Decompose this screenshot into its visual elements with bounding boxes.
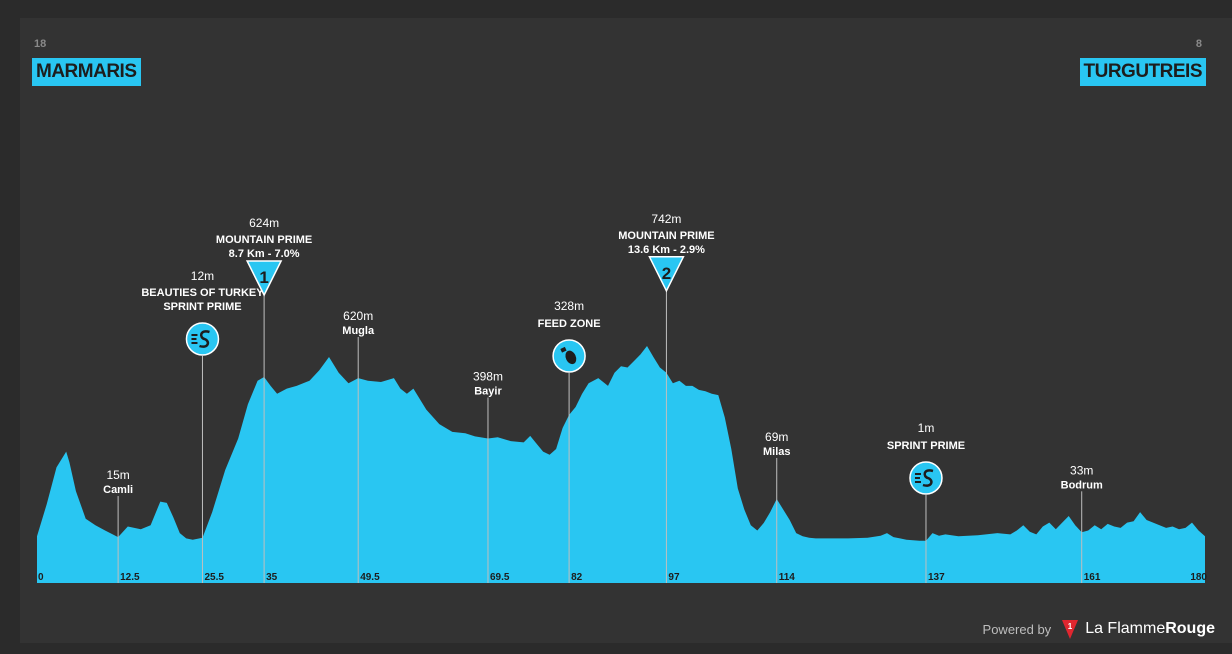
km-tick-label: 12.5 — [120, 572, 140, 583]
marker-elevation: 69m — [765, 430, 788, 444]
marker-elevation: 398m — [473, 370, 503, 384]
sprint-s-glyph — [199, 330, 210, 348]
km-tick-label: 97 — [668, 572, 680, 583]
km-tick-label: 25.5 — [204, 572, 224, 583]
km-tick-label: 49.5 — [360, 572, 380, 583]
marker-elevation: 1m — [918, 421, 935, 435]
footer: Powered by 1 La FlammeRouge — [983, 618, 1215, 640]
bottle-cap-glyph — [560, 346, 567, 353]
brand-name: La FlammeRouge — [1085, 620, 1215, 638]
sprint-icon — [909, 461, 943, 495]
marker-elevation: 624m — [249, 216, 279, 230]
brand-bold-text: Rouge — [1165, 620, 1215, 637]
mountain-triangle — [245, 260, 283, 297]
marker-subtitle: SPRINT PRIME — [163, 301, 241, 313]
mountain-category-label: 1 — [259, 268, 268, 287]
feed-zone-icon — [552, 339, 586, 373]
logo-mark-text: 1 — [1068, 622, 1073, 631]
marker-elevation: 33m — [1070, 463, 1093, 477]
marker-subtitle: 8.7 Km - 7.0% — [229, 248, 300, 260]
marker-title: Bodrum — [1061, 479, 1103, 491]
brand-light-text: La Flamme — [1085, 620, 1166, 637]
marker-title: MOUNTAIN PRIME — [618, 230, 714, 242]
km-tick-label: 69.5 — [490, 572, 510, 583]
mountain-category-label: 2 — [662, 264, 671, 283]
marker-title: BEAUTIES OF TURKEY — [141, 287, 264, 299]
finish-city-label: TURGUTREIS — [1079, 58, 1206, 86]
marker-elevation: 12m — [191, 269, 214, 283]
bottle-glyph — [565, 350, 577, 365]
elevation-area — [37, 346, 1205, 583]
sprint-s-glyph — [922, 469, 934, 487]
marker-title: Milas — [763, 446, 791, 458]
km-tick-label: 180 — [1190, 572, 1207, 583]
marker-elevation: 742m — [651, 212, 681, 226]
marker-title: Bayir — [474, 386, 502, 398]
start-city-label: MARMARIS — [32, 58, 141, 86]
km-tick-label: 82 — [571, 572, 583, 583]
km-tick-label: 161 — [1084, 572, 1101, 583]
marker-elevation: 15m — [106, 468, 129, 482]
sprint-icon — [185, 322, 220, 356]
finish-elevation: 8 — [1195, 38, 1202, 50]
mountain-triangle — [648, 256, 685, 293]
start-elevation: 18 — [34, 38, 47, 50]
marker-title: Camli — [103, 484, 133, 496]
mountain-prime-2-icon — [648, 256, 685, 293]
marker-title: SPRINT PRIME — [887, 440, 965, 452]
la-flamme-rouge-logo-icon: 1 — [1062, 620, 1079, 639]
mountain-prime-1-icon — [245, 260, 283, 297]
powered-by-text: Powered by — [982, 621, 1052, 637]
km-tick-label: 0 — [38, 572, 44, 583]
marker-title: Mugla — [342, 325, 375, 337]
km-tick-label: 35 — [266, 572, 278, 583]
marker-title: MOUNTAIN PRIME — [216, 234, 312, 246]
km-tick-label: 114 — [779, 572, 796, 583]
marker-title: FEED ZONE — [538, 318, 601, 330]
marker-subtitle: 13.6 Km - 2.9% — [628, 244, 705, 256]
marker-elevation: 328m — [554, 299, 584, 313]
km-tick-label: 137 — [928, 572, 945, 583]
marker-elevation: 620m — [343, 309, 373, 323]
